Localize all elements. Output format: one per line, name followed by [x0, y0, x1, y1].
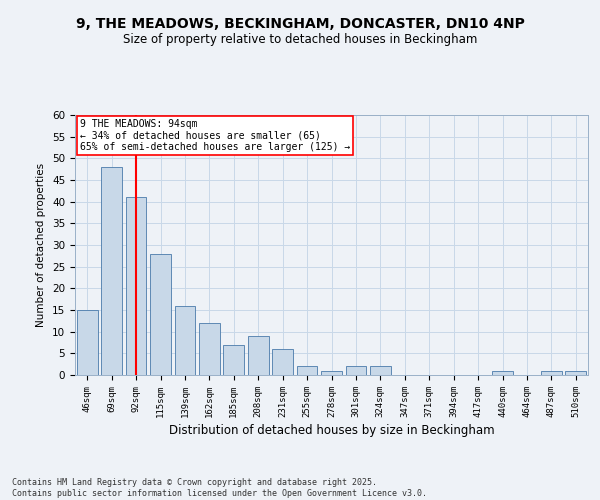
Bar — [321, 370, 342, 375]
Bar — [248, 336, 269, 375]
Bar — [370, 366, 391, 375]
Bar — [541, 370, 562, 375]
Bar — [346, 366, 367, 375]
Y-axis label: Number of detached properties: Number of detached properties — [37, 163, 46, 327]
Bar — [199, 323, 220, 375]
Text: 9, THE MEADOWS, BECKINGHAM, DONCASTER, DN10 4NP: 9, THE MEADOWS, BECKINGHAM, DONCASTER, D… — [76, 18, 524, 32]
Bar — [272, 349, 293, 375]
Bar — [175, 306, 196, 375]
X-axis label: Distribution of detached houses by size in Beckingham: Distribution of detached houses by size … — [169, 424, 494, 437]
Bar — [77, 310, 98, 375]
Text: 9 THE MEADOWS: 94sqm
← 34% of detached houses are smaller (65)
65% of semi-detac: 9 THE MEADOWS: 94sqm ← 34% of detached h… — [80, 119, 350, 152]
Bar — [101, 167, 122, 375]
Bar — [296, 366, 317, 375]
Text: Contains HM Land Registry data © Crown copyright and database right 2025.
Contai: Contains HM Land Registry data © Crown c… — [12, 478, 427, 498]
Bar — [150, 254, 171, 375]
Bar — [492, 370, 513, 375]
Bar — [565, 370, 586, 375]
Bar — [125, 198, 146, 375]
Text: Size of property relative to detached houses in Beckingham: Size of property relative to detached ho… — [123, 32, 477, 46]
Bar — [223, 344, 244, 375]
